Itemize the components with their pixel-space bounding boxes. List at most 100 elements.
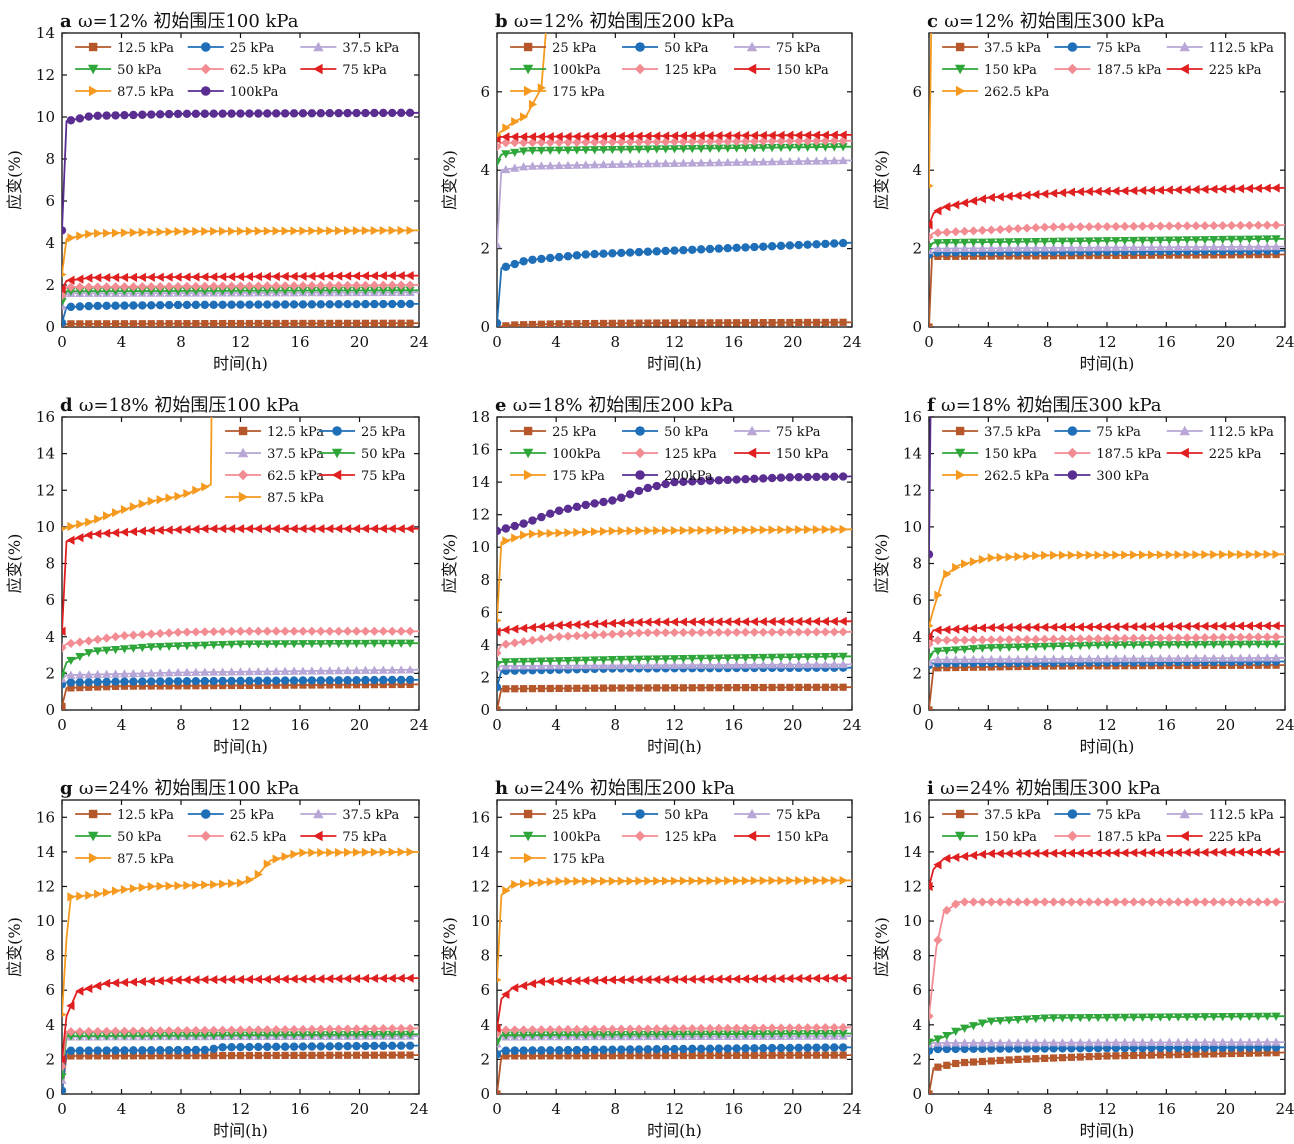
data-point	[811, 143, 822, 152]
data-point	[1075, 222, 1085, 232]
data-point	[497, 977, 502, 983]
data-point	[794, 616, 803, 627]
data-point	[528, 878, 538, 888]
data-point	[740, 1023, 751, 1033]
data-point	[183, 226, 192, 237]
data-point	[511, 879, 520, 890]
data-point	[146, 1026, 156, 1036]
legend-label: 25 kPa	[552, 425, 597, 440]
data-point	[201, 482, 210, 492]
data-point	[307, 974, 316, 984]
data-point	[137, 668, 147, 677]
data-point	[405, 271, 414, 281]
data-point	[1049, 1044, 1058, 1053]
x-tick-label: 4	[117, 1100, 127, 1118]
x-tick-label: 16	[1157, 1100, 1176, 1118]
x-tick-label: 24	[842, 1100, 861, 1118]
data-point	[245, 676, 254, 686]
data-point	[590, 146, 600, 155]
y-tick-label: 2	[912, 664, 922, 682]
data-point	[777, 683, 785, 692]
data-point	[326, 681, 334, 689]
data-point	[960, 645, 970, 654]
data-point	[387, 286, 397, 295]
data-point	[191, 272, 200, 282]
x-tick-label: 4	[984, 1100, 994, 1118]
series-25kPa	[497, 1051, 852, 1094]
data-point	[1146, 221, 1157, 231]
data-point	[643, 247, 653, 256]
data-point	[360, 286, 371, 296]
data-point	[1271, 653, 1281, 662]
x-tick-label: 4	[984, 716, 994, 734]
data-point	[519, 1025, 529, 1035]
data-point	[1075, 1014, 1085, 1023]
data-point	[1262, 632, 1272, 642]
data-point	[696, 1023, 706, 1034]
data-point	[563, 631, 573, 641]
data-point	[1271, 621, 1280, 631]
data-point	[271, 1031, 281, 1040]
circle-marker	[635, 809, 645, 819]
data-point	[62, 674, 67, 683]
data-point	[812, 683, 821, 691]
data-point	[1049, 848, 1058, 858]
data-point	[1004, 622, 1013, 633]
data-point	[218, 287, 228, 296]
data-point	[262, 974, 271, 984]
data-point	[1218, 1013, 1228, 1022]
data-point	[1227, 632, 1237, 642]
data-point	[501, 1025, 511, 1035]
data-point	[536, 146, 546, 156]
square-marker	[523, 42, 533, 52]
data-point	[307, 640, 317, 649]
data-point	[776, 660, 786, 669]
data-point	[93, 647, 103, 656]
x-tick-label: 0	[924, 1100, 934, 1118]
data-point	[732, 654, 742, 663]
data-point	[200, 676, 209, 686]
data-point	[1129, 633, 1139, 643]
data-point	[590, 630, 600, 640]
legend-label: 75 kPa	[776, 425, 821, 440]
data-point	[1253, 847, 1262, 857]
data-point	[1120, 848, 1129, 858]
data-point	[192, 226, 201, 236]
data-point	[102, 1046, 111, 1055]
data-point	[625, 1030, 635, 1040]
data-point	[209, 1031, 219, 1040]
data-point	[528, 516, 537, 525]
data-point	[334, 108, 343, 118]
data-point	[1155, 653, 1165, 663]
data-point	[1227, 653, 1237, 662]
data-point	[625, 131, 634, 141]
data-point	[661, 1024, 671, 1034]
square-marker	[88, 42, 98, 52]
data-point	[996, 1056, 1004, 1065]
data-point	[66, 287, 76, 296]
data-point	[1155, 185, 1164, 195]
data-point	[110, 287, 121, 296]
data-point	[1182, 1013, 1192, 1022]
legend-label: 175 kPa	[552, 852, 605, 867]
legend-item: 75 kPa	[1054, 41, 1141, 56]
data-point	[634, 628, 644, 638]
data-point	[396, 271, 405, 281]
data-point	[679, 876, 688, 886]
data-point	[111, 507, 121, 518]
data-point	[820, 659, 830, 669]
data-point	[174, 881, 183, 891]
data-point	[929, 1011, 934, 1021]
data-point	[1040, 222, 1050, 232]
data-point	[591, 527, 600, 537]
data-point	[1120, 1037, 1130, 1047]
data-point	[933, 935, 943, 945]
data-point	[520, 112, 529, 122]
data-point	[280, 1024, 290, 1035]
data-point	[661, 246, 670, 256]
data-point	[564, 1052, 572, 1060]
data-point	[803, 1030, 813, 1039]
triangle-up-marker	[746, 425, 758, 436]
data-point	[563, 131, 572, 142]
data-point	[933, 860, 942, 870]
